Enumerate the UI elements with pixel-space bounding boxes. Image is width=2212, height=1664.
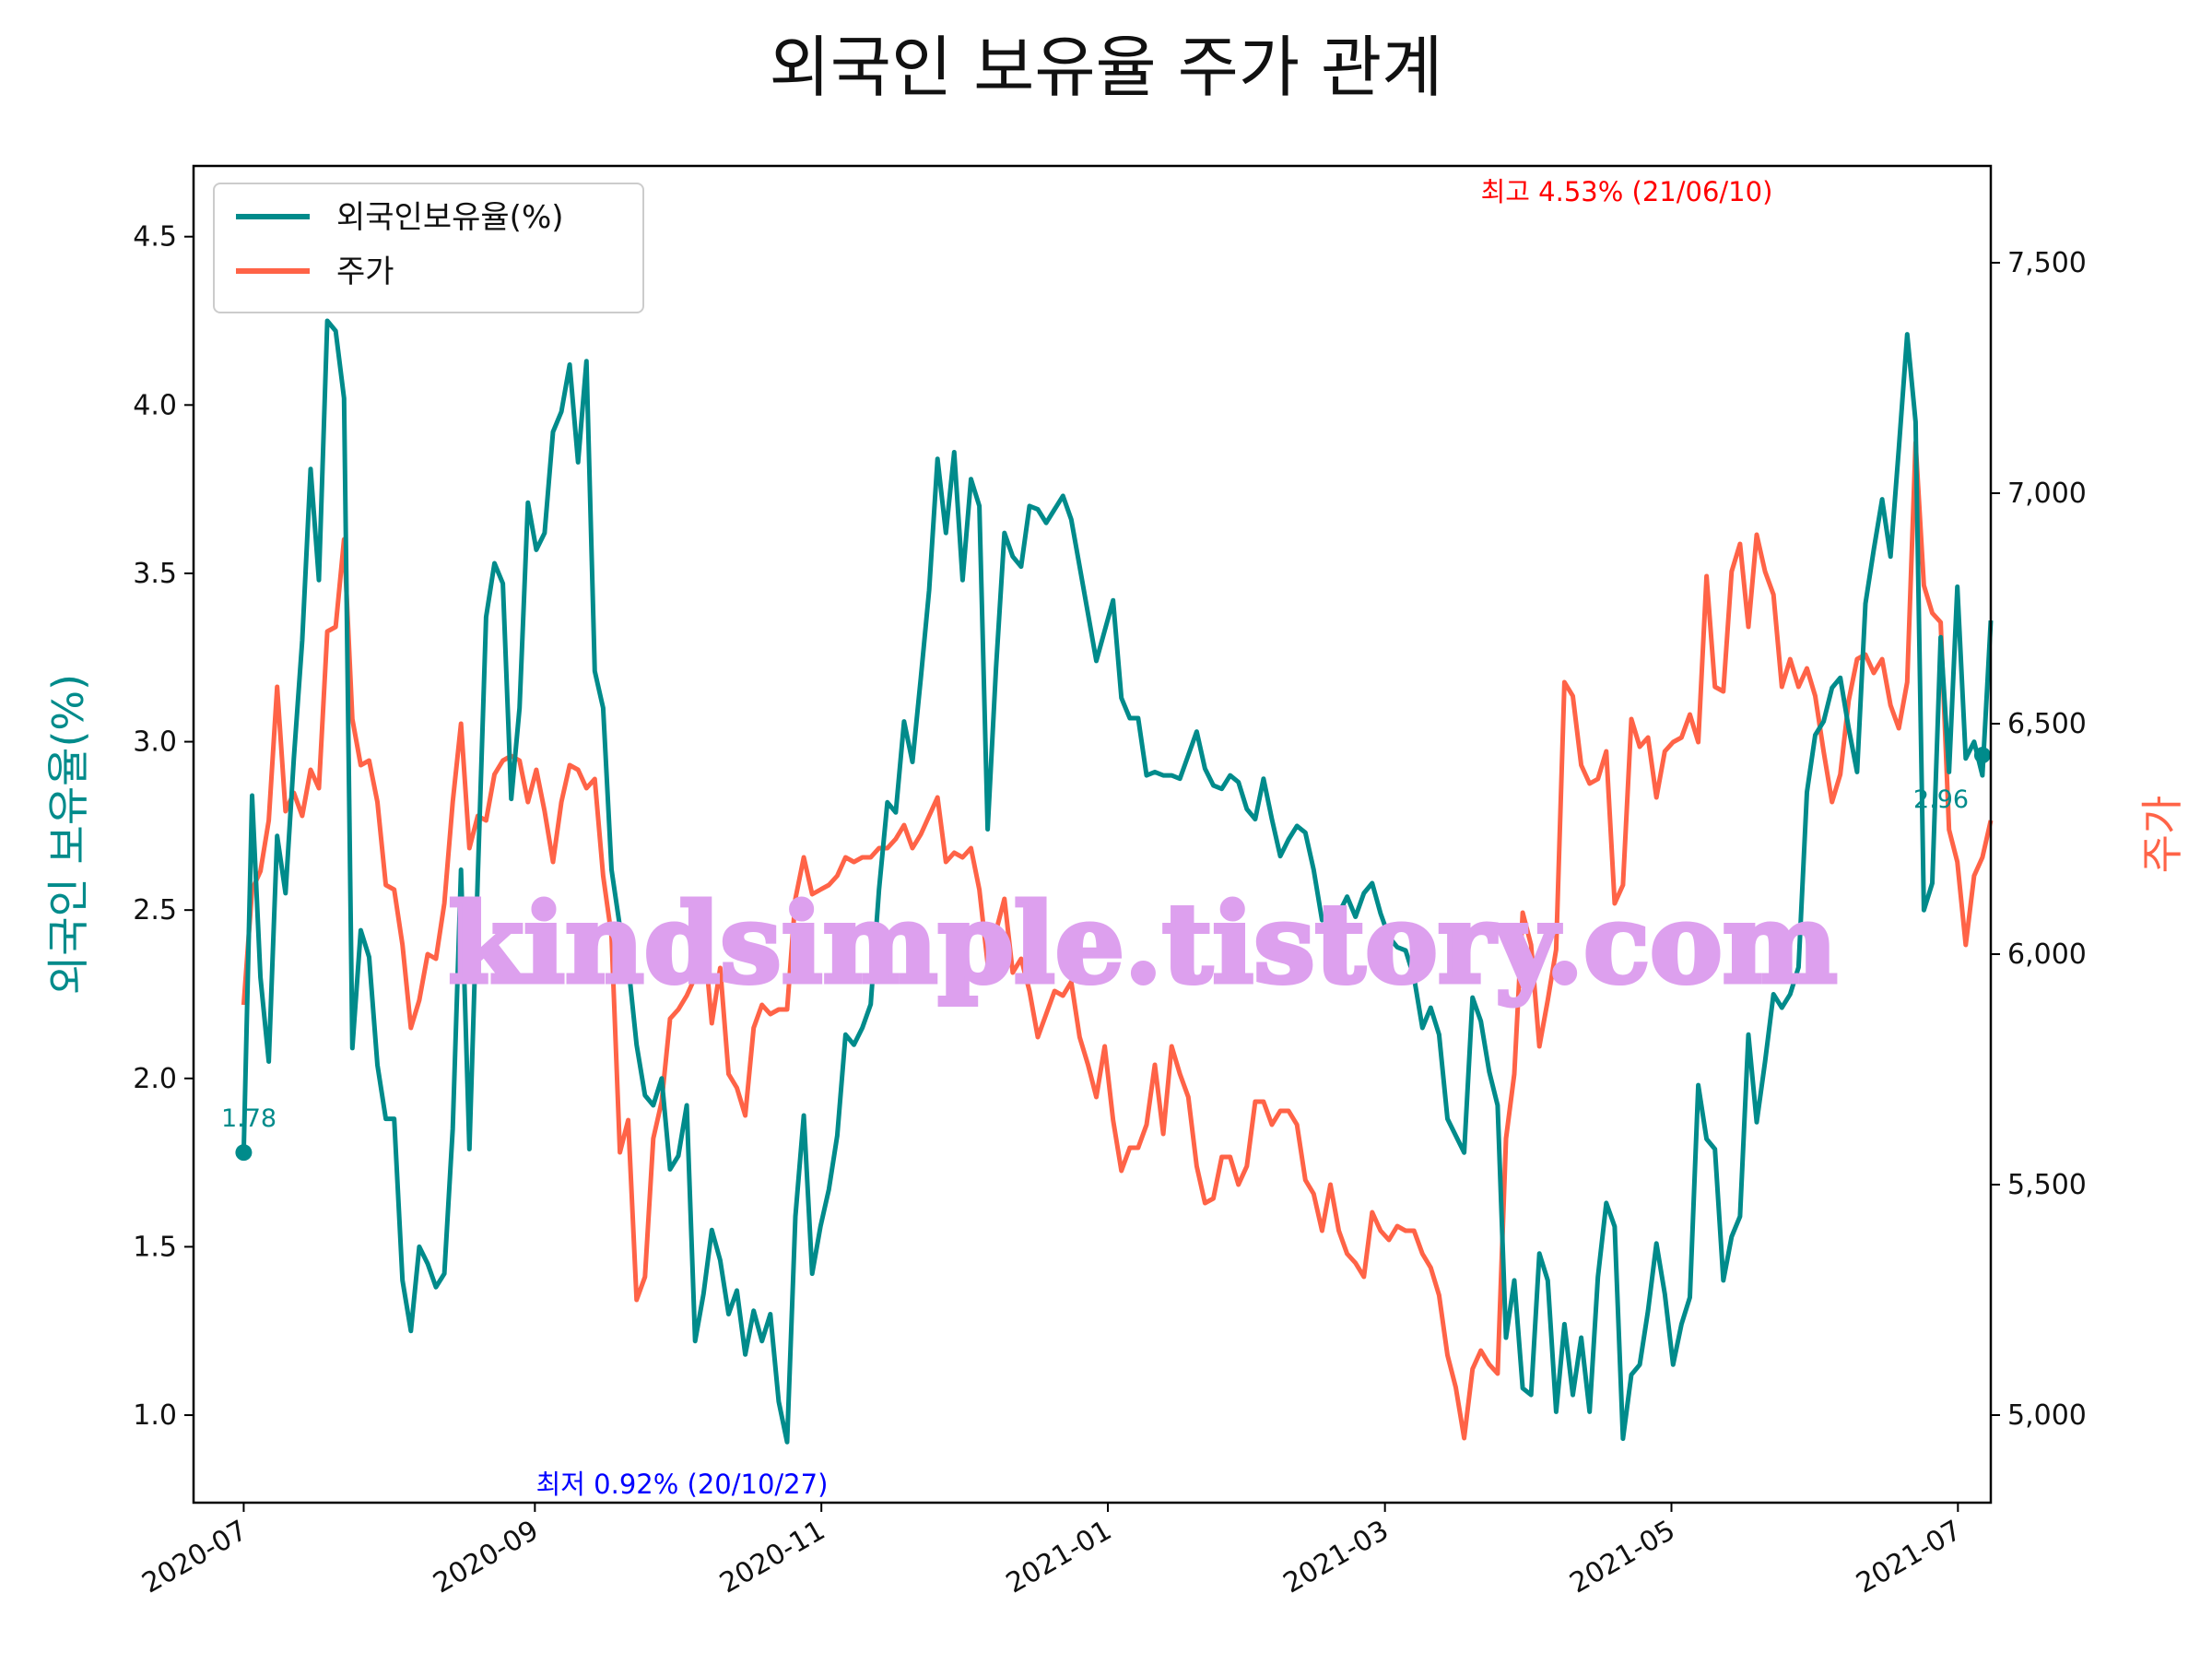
legend: 외국인보유율(%) 주가 — [213, 183, 644, 313]
left-tick-label: 1.0 — [133, 1399, 177, 1432]
start-point-marker — [235, 1144, 253, 1162]
right-tick-label: 6,500 — [2007, 708, 2087, 740]
left-tick-label: 1.5 — [133, 1231, 177, 1263]
right-tick-label: 5,000 — [2007, 1399, 2087, 1432]
right-tick-label: 5,500 — [2007, 1169, 2087, 1201]
chart-title: 외국인 보유율 주가 관계 — [769, 29, 1442, 106]
legend-label-stock-price: 주가 — [336, 254, 394, 290]
series-layer — [241, 318, 1994, 1445]
plot-area-frame — [192, 164, 1993, 1505]
left-tick-label: 4.5 — [133, 221, 177, 254]
start-value-label: 1.78 — [221, 1104, 276, 1133]
min-annotation: 최저 0.92% (20/10/27) — [536, 1469, 829, 1500]
right-tick-label: 6,000 — [2007, 938, 2087, 971]
left-tick-label: 3.0 — [133, 726, 177, 759]
right-tick-label: 7,500 — [2007, 247, 2087, 279]
left-tick-label: 2.5 — [133, 894, 177, 926]
left-axis-label: 외국인 보유율(%) — [43, 674, 93, 995]
right-tick-label: 7,000 — [2007, 478, 2087, 510]
end-point-marker — [1973, 747, 1991, 764]
right-axis-label: 주가 — [2137, 796, 2187, 874]
left-tick-label: 4.0 — [133, 389, 177, 421]
left-axis-ticks: 1.0 1.5 2.0 2.5 3.0 3.5 4.0 4.5 — [133, 221, 194, 1432]
left-tick-label: 3.5 — [133, 558, 177, 590]
marker-layer — [235, 747, 1991, 1162]
series-line-foreign-ownership — [241, 318, 1994, 1445]
left-tick-label: 2.0 — [133, 1063, 177, 1095]
max-annotation: 최고 4.53% (21/06/10) — [1481, 176, 1773, 207]
series-line-stock-price — [241, 440, 1994, 1441]
watermark-text: kindsimple.tistory.com — [448, 879, 1837, 1008]
right-axis-ticks: 5,000 5,500 6,000 6,500 7,000 7,500 — [1991, 247, 2087, 1432]
end-value-label: 2.96 — [1913, 785, 1969, 814]
legend-label-foreign-ownership: 외국인보유율(%) — [336, 199, 564, 236]
legend-box — [213, 183, 644, 313]
